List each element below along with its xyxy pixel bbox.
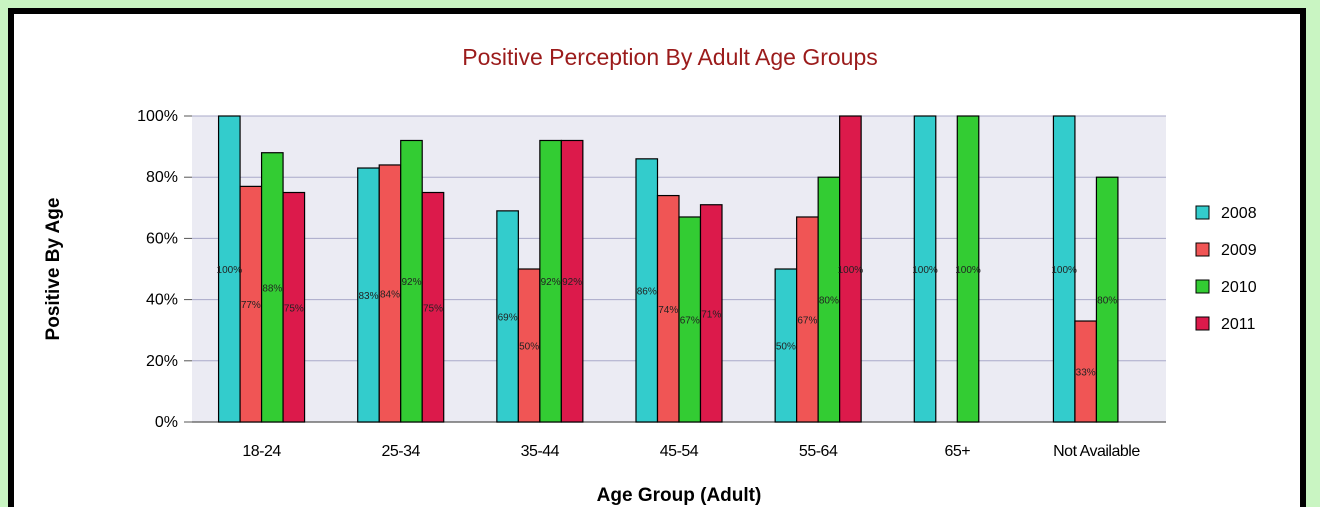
x-axis-title: Age Group (Adult) — [597, 485, 762, 506]
data-label: 50% — [519, 342, 539, 353]
data-label: 67% — [797, 315, 817, 326]
data-label: 100% — [838, 265, 864, 276]
data-label: 86% — [637, 286, 657, 297]
y-tick-label: 40% — [146, 292, 178, 309]
bar-2011-25-34 — [421, 191, 445, 423]
y-axis-title: Positive By Age — [43, 198, 64, 341]
legend-label: 2009 — [1221, 242, 1257, 259]
bar-2008-not-available — [1052, 115, 1076, 423]
data-label: 74% — [658, 305, 678, 316]
y-tick-label: 80% — [146, 169, 178, 186]
bar-2010-not-available — [1095, 176, 1119, 423]
x-category-label: Not Available — [1053, 443, 1140, 460]
bar-2011-18-24 — [282, 191, 306, 423]
x-category-label: 55-64 — [799, 443, 838, 460]
legend-swatch — [1195, 316, 1210, 331]
legend-label: 2010 — [1221, 279, 1257, 296]
data-label: 75% — [423, 303, 443, 314]
data-label: 100% — [955, 265, 981, 276]
legend-label: 2011 — [1221, 316, 1256, 333]
y-tick-label: 60% — [146, 230, 178, 247]
data-label: 77% — [241, 300, 261, 311]
bar-2011-45-54 — [699, 204, 723, 423]
chart-title: Positive Perception By Adult Age Groups — [462, 44, 878, 70]
data-label: 67% — [680, 315, 700, 326]
bar-chart: Positive Perception By Adult Age Groups … — [43, 44, 1257, 506]
data-label: 100% — [1051, 265, 1077, 276]
bar-2008-65+ — [913, 115, 937, 423]
data-label: 92% — [401, 277, 421, 288]
chart-panel: Positive Perception By Adult Age Groups … — [8, 8, 1306, 507]
bar-2011-55-64 — [839, 115, 862, 423]
bar-2010-65+ — [956, 115, 980, 423]
data-label: 33% — [1076, 368, 1096, 379]
x-category-label: 65+ — [944, 443, 970, 460]
data-label: 92% — [562, 277, 582, 288]
legend-label: 2008 — [1221, 205, 1257, 222]
data-label: 71% — [701, 309, 721, 320]
y-tick-label: 0% — [155, 414, 178, 431]
legend-swatch — [1195, 205, 1210, 220]
x-category-label: 18-24 — [242, 443, 281, 460]
legend-swatch — [1195, 242, 1210, 257]
x-category-label: 45-54 — [660, 443, 699, 460]
data-label: 80% — [1097, 296, 1117, 307]
y-tick-label: 100% — [137, 108, 178, 125]
data-label: 80% — [819, 296, 839, 307]
x-category-label: 35-44 — [521, 443, 560, 460]
data-label: 92% — [541, 277, 561, 288]
legend-swatch — [1195, 279, 1210, 294]
data-label: 75% — [284, 303, 304, 314]
data-label: 100% — [912, 265, 938, 276]
data-label: 83% — [358, 291, 378, 302]
y-tick-label: 20% — [146, 353, 178, 370]
data-label: 69% — [498, 312, 518, 323]
bar-2011-35-44 — [560, 139, 584, 423]
x-category-label: 25-34 — [382, 443, 421, 460]
data-label: 50% — [776, 342, 796, 353]
data-label: 100% — [217, 265, 243, 276]
data-label: 84% — [380, 289, 400, 300]
data-label: 88% — [262, 283, 282, 294]
